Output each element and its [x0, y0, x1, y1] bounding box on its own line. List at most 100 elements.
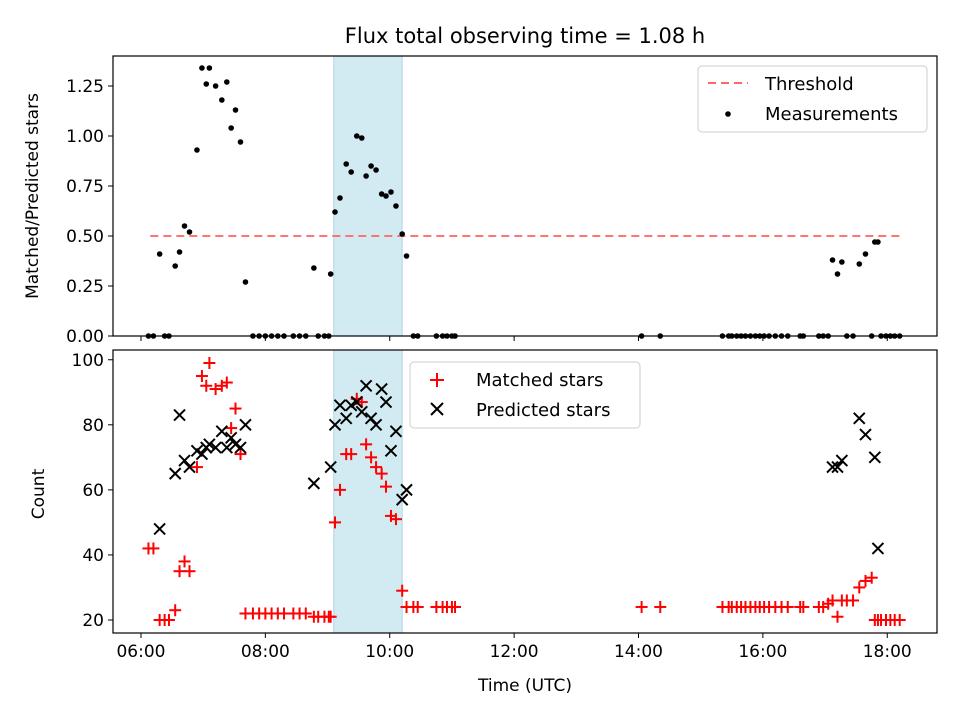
- matched-star-point: [375, 467, 388, 480]
- legend-measurement-label: Measurements: [765, 104, 898, 125]
- matched-star-point: [370, 461, 383, 474]
- x-stroke-b: [220, 441, 234, 454]
- measurement-point: [181, 223, 188, 229]
- x-stroke-b: [369, 418, 383, 432]
- matched-star-point: [345, 448, 358, 461]
- matched-star-point: [360, 438, 373, 451]
- matched-star-point: [162, 613, 175, 626]
- top-panel: Flux total observing time = 1.08 h 0.000…: [23, 24, 938, 347]
- matched-star-point: [847, 594, 860, 607]
- y-tick-label: 0.50: [66, 227, 104, 247]
- x-stroke-b: [859, 428, 872, 441]
- predicted-star-point: [153, 522, 166, 536]
- x-stroke-b: [153, 522, 166, 536]
- x-stroke-b: [328, 418, 342, 432]
- x-stroke-b: [400, 483, 413, 497]
- predicted-star-point: [307, 477, 321, 490]
- predicted-star-point: [173, 408, 186, 422]
- y-tick-label: 1.25: [66, 77, 104, 97]
- matched-star-point: [365, 451, 378, 464]
- predicted-star-point: [328, 418, 342, 432]
- y-tick-label: 1.00: [66, 127, 104, 147]
- measurement-point: [172, 263, 178, 269]
- x-stroke-b: [183, 460, 196, 474]
- matched-star-point: [831, 610, 844, 623]
- bottom-axis-ticks: 20 40 60 80 100 06:00 08:00 10:00 12:00 14:00 16:0…: [72, 351, 912, 662]
- measurement-point: [358, 135, 365, 141]
- x-stroke-b: [871, 542, 885, 555]
- top-axes-frame: [112, 55, 938, 337]
- measurement-point: [219, 97, 225, 103]
- predicted-star-point: [375, 382, 388, 396]
- predicted-star-point: [400, 483, 413, 497]
- measurement-point: [337, 195, 343, 201]
- matched-star-point: [169, 604, 182, 617]
- predicted-star-point: [359, 379, 373, 392]
- predicted-star-point: [209, 441, 222, 454]
- x-tick-label: 14:00: [614, 642, 663, 662]
- x-stroke-b: [344, 399, 358, 412]
- x-stroke-b: [195, 447, 209, 461]
- legend-predicted-swatch: [430, 402, 444, 416]
- measurement-point: [353, 133, 360, 139]
- predicted-star-point: [826, 460, 839, 474]
- x-stroke-b: [209, 441, 222, 454]
- predicted-star-point: [389, 425, 403, 438]
- x-stroke-b: [178, 454, 191, 467]
- predicted-star-point: [224, 431, 238, 445]
- matched-star-point: [195, 370, 208, 383]
- measurement-point: [829, 257, 836, 263]
- matched-star-point: [229, 402, 242, 415]
- bottom-ylabel: Count: [29, 468, 49, 519]
- matched-star-point: [635, 600, 648, 613]
- predicted-star-point: [239, 418, 252, 432]
- bottom-axes-frame: [112, 349, 938, 634]
- measurement-point: [383, 193, 389, 199]
- predicted-star-point: [355, 405, 368, 419]
- x-stroke-b: [826, 460, 839, 474]
- bottom-legend-box: [409, 361, 641, 429]
- predicted-star-point: [853, 412, 866, 425]
- y-tick-label: 20: [82, 611, 104, 631]
- matched-star-point: [333, 483, 346, 496]
- top-axis-ticks: 0.00 0.25 0.50 0.75 1.00 1.25: [66, 77, 888, 347]
- measurement-point: [875, 239, 881, 245]
- predicted-star-point: [859, 428, 872, 441]
- matched-star-point: [225, 422, 238, 435]
- x-stroke-b: [379, 395, 393, 409]
- predicted-star-point: [384, 444, 398, 458]
- predicted-star-point: [831, 460, 844, 474]
- bottom-panel: 20 40 60 80 100 06:00 08:00 10:00 12:00 14:00 16:0…: [29, 349, 938, 696]
- x-tick-label: 16:00: [738, 642, 787, 662]
- x-stroke-b: [239, 418, 252, 432]
- predicted-star-point: [234, 441, 247, 454]
- matched-star-point: [329, 516, 342, 529]
- predicted-star-point: [168, 467, 182, 480]
- top-title: Flux total observing time = 1.08 h: [345, 24, 705, 48]
- matched-star-point: [190, 461, 203, 474]
- x-tick-label: 06:00: [116, 642, 165, 662]
- x-stroke-b: [350, 395, 363, 409]
- matched-star-point: [178, 555, 191, 568]
- top-ylabel: Matched/Predicted stars: [23, 93, 43, 299]
- matched-star-point: [411, 600, 424, 613]
- measurement-point: [212, 83, 219, 89]
- y-tick-label: 60: [82, 481, 104, 501]
- predicted-star-point: [203, 438, 216, 451]
- x-stroke-b: [215, 425, 229, 438]
- matched-star-point: [203, 357, 216, 370]
- predicted-star-point: [868, 451, 882, 464]
- measurement-point: [206, 65, 213, 71]
- predicted-star-point: [195, 447, 209, 461]
- matched-star-point: [797, 600, 810, 613]
- matched-star-point: [389, 513, 402, 526]
- legend-matched-swatch: [430, 373, 444, 387]
- measurement-point: [348, 169, 354, 175]
- x-stroke-b: [364, 412, 378, 425]
- predicted-star-point: [220, 441, 234, 454]
- legend-matched-label: Matched stars: [476, 370, 603, 391]
- measurement-point: [228, 125, 234, 131]
- x-stroke-b: [324, 460, 337, 474]
- count-points: [142, 357, 906, 626]
- x-stroke-b: [375, 382, 388, 396]
